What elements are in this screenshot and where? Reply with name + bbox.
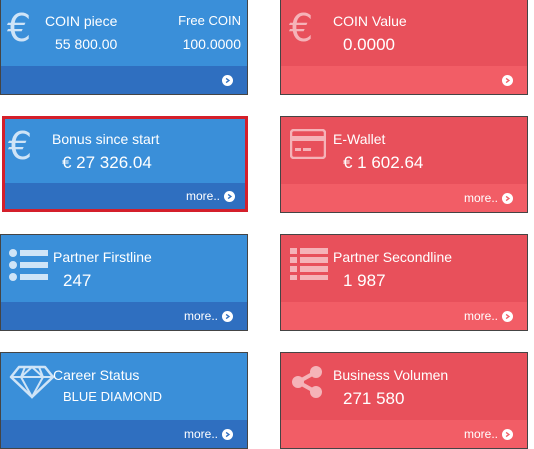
card-footer: more.. [1, 302, 247, 330]
coin-piece-card: € COIN piece 55 800.00 Free COIN 100.000… [0, 0, 248, 95]
card-footer: more.. [281, 420, 527, 448]
arrow-right-icon [224, 190, 235, 202]
partner-firstline-card: Partner Firstline 247 more.. [0, 234, 248, 331]
more-link[interactable]: more.. [184, 309, 233, 323]
more-link[interactable]: more.. [464, 309, 513, 323]
ewallet-title: E-Wallet [333, 131, 386, 147]
business-volumen-card: Business Volumen 271 580 more.. [280, 352, 528, 449]
svg-text:€: € [8, 127, 32, 167]
free-coin-value: 100.0000 [182, 36, 241, 52]
partner-secondline-card: Partner Secondline 1 987 more.. [280, 234, 528, 331]
card-footer: more.. [281, 184, 527, 212]
bonus-value: € 27 326.04 [62, 153, 152, 172]
more-label: more.. [463, 309, 498, 323]
arrow-right-icon [502, 310, 513, 322]
more-label: more.. [183, 427, 218, 441]
arrow-right-icon[interactable] [222, 74, 233, 86]
ewallet-value: € 1 602.64 [343, 153, 424, 172]
bonus-title: Bonus since start [52, 131, 160, 147]
coin-value-title: COIN Value [333, 13, 407, 29]
more-label: more.. [463, 191, 498, 205]
arrow-right-icon [502, 428, 513, 440]
arrow-right-icon [222, 310, 233, 322]
partner-firstline-value: 247 [63, 271, 92, 290]
partner-secondline-value: 1 987 [343, 271, 386, 290]
coin-value-card: € COIN Value 0.0000 [280, 0, 528, 95]
svg-text:€: € [7, 9, 31, 49]
arrow-right-icon [222, 428, 233, 440]
more-link[interactable]: more.. [184, 427, 233, 441]
partner-secondline-title: Partner Secondline [333, 249, 453, 265]
career-status-title: Career Status [53, 367, 140, 383]
career-status-card: Career Status BLUE DIAMOND more.. [0, 352, 248, 449]
arrow-right-icon [502, 192, 513, 204]
list-icon [9, 249, 48, 281]
card-footer: more.. [5, 183, 245, 209]
svg-text:€: € [289, 9, 313, 49]
euro-icon: € [8, 127, 32, 167]
card-footer [281, 66, 527, 94]
bonus-card: € Bonus since start € 27 326.04 more.. [2, 116, 248, 212]
more-label: more.. [185, 189, 220, 203]
coin-piece-title: COIN piece [45, 13, 118, 29]
ewallet-card: E-Wallet € 1 602.64 more.. [280, 116, 528, 213]
card-footer: more.. [1, 420, 247, 448]
business-volumen-title: Business Volumen [333, 367, 449, 383]
more-link[interactable]: more.. [464, 191, 513, 205]
credit-card-icon [290, 129, 326, 159]
career-status-value: BLUE DIAMOND [63, 389, 162, 404]
more-link[interactable]: more.. [186, 189, 235, 203]
diamond-icon [9, 365, 55, 399]
partner-firstline-title: Partner Firstline [53, 249, 152, 265]
business-volumen-value: 271 580 [343, 389, 405, 408]
arrow-right-icon[interactable] [502, 74, 513, 86]
coin-value-amount: 0.0000 [343, 35, 395, 54]
euro-icon: € [289, 9, 313, 49]
share-icon [292, 366, 322, 398]
more-label: more.. [183, 309, 218, 323]
euro-icon: € [7, 9, 31, 49]
card-footer [1, 66, 247, 94]
coin-piece-value: 55 800.00 [55, 36, 118, 52]
list-icon [290, 248, 328, 280]
card-footer: more.. [281, 302, 527, 330]
more-label: more.. [463, 427, 498, 441]
more-link[interactable]: more.. [464, 427, 513, 441]
free-coin-title: Free COIN [178, 13, 241, 28]
